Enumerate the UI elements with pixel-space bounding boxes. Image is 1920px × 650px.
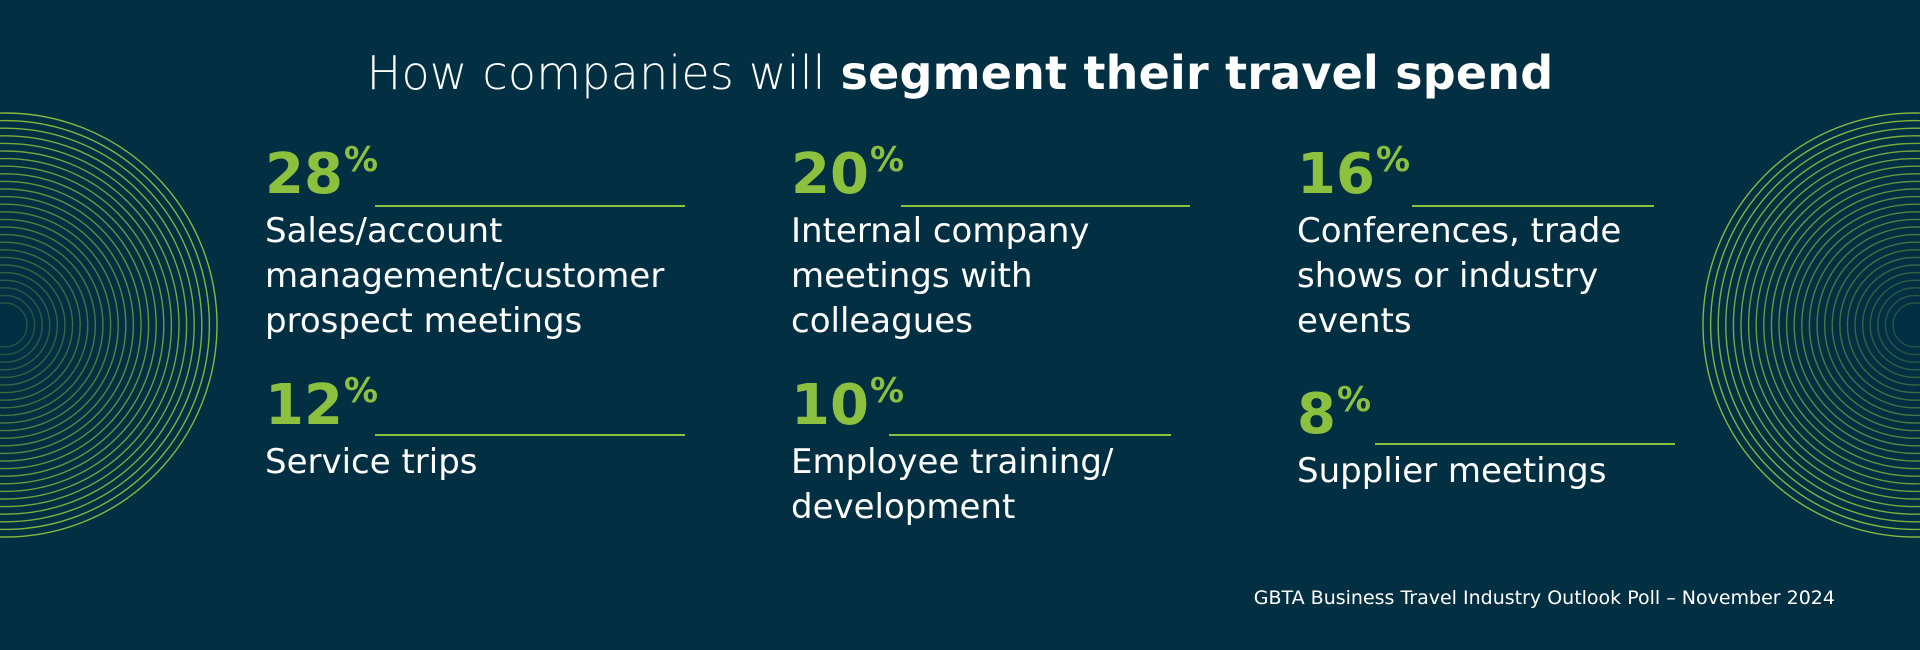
arc-ring (0, 165, 165, 485)
right-arc-decoration (1702, 112, 1920, 538)
title-bold-text: segment their travel spend (840, 46, 1554, 100)
arc-ring (1808, 218, 1920, 432)
arc-ring (1755, 165, 1920, 485)
arc-ring (0, 302, 28, 348)
stat-underline (901, 205, 1190, 207)
stat-item: 8% Supplier meetings (1297, 380, 1675, 494)
stat-value: 20% (791, 140, 905, 207)
stat-label: Sales/account management/customer prospe… (265, 211, 665, 341)
arc-ring (0, 180, 150, 470)
stat-item: 28% Sales/account management/customer pr… (265, 140, 685, 344)
arc-ring (0, 233, 97, 417)
arc-ring (1892, 302, 1920, 348)
stat-underline (375, 205, 685, 207)
stat-underline (375, 434, 685, 436)
stat-underline (1375, 443, 1675, 445)
arc-ring (1702, 112, 1920, 538)
arc-ring (1717, 127, 1920, 523)
arc-ring (0, 256, 74, 394)
arc-ring (0, 271, 59, 379)
arc-ring (0, 173, 157, 477)
arc-ring (0, 294, 36, 356)
stat-value: 16% (1297, 140, 1411, 207)
arc-ring (1884, 294, 1920, 356)
arc-ring (0, 188, 142, 462)
arc-ring (0, 135, 195, 515)
arc-ring (0, 279, 51, 371)
left-arc-decoration (0, 112, 218, 538)
arc-ring (0, 287, 43, 363)
arc-ring (0, 226, 104, 424)
arc-ring (0, 119, 211, 531)
arc-ring (1747, 157, 1920, 493)
stat-value: 28% (265, 140, 379, 207)
arc-ring (1709, 119, 1920, 531)
arc-ring (1846, 256, 1920, 394)
arc-ring (1877, 287, 1920, 363)
arc-ring (1778, 188, 1920, 462)
arc-ring (0, 218, 112, 432)
arc-ring (1763, 173, 1920, 477)
stat-label: Service trips (265, 442, 478, 482)
arc-ring (1831, 241, 1920, 409)
stat-underline (1412, 205, 1654, 207)
stat-value: 12% (265, 371, 379, 438)
stat-value: 8% (1297, 380, 1372, 447)
source-note: GBTA Business Travel Industry Outlook Po… (1253, 587, 1835, 609)
stat-label: Internal company meetings with colleague… (791, 211, 1090, 341)
stat-item: 10% Employee training/ development (791, 371, 1171, 530)
title-light-text: How companies will (366, 46, 841, 100)
page-title: How companies will segment their travel … (0, 46, 1920, 100)
stat-label: Conferences, trade shows or industry eve… (1297, 211, 1622, 341)
arc-ring (0, 203, 127, 447)
arc-ring (1861, 271, 1920, 379)
arc-ring (1869, 279, 1920, 371)
arc-ring (1770, 180, 1920, 470)
stat-item: 16% Conferences, trade shows or industry… (1297, 140, 1654, 344)
arc-ring (1801, 211, 1920, 439)
arc-ring (1823, 233, 1920, 417)
arc-ring (0, 211, 119, 439)
arc-ring (0, 157, 173, 493)
arc-ring (1740, 150, 1920, 500)
stat-item: 20% Internal company meetings with colle… (791, 140, 1190, 344)
stat-item: 12% Service trips (265, 371, 685, 485)
stat-label: Employee training/ development (791, 442, 1114, 527)
arc-ring (1839, 249, 1920, 401)
stat-value: 10% (791, 371, 905, 438)
arc-ring (1732, 142, 1920, 508)
arc-ring (0, 264, 66, 386)
arc-ring (0, 249, 81, 401)
stat-label: Supplier meetings (1297, 451, 1607, 491)
arc-ring (1793, 203, 1920, 447)
arc-ring (1785, 195, 1920, 455)
stat-underline (889, 434, 1171, 436)
arc-ring (0, 195, 135, 455)
arc-ring (1854, 264, 1920, 386)
arc-ring (0, 142, 188, 508)
arc-ring (0, 241, 89, 409)
arc-ring (0, 127, 203, 523)
arc-ring (1725, 135, 1920, 515)
arc-ring (1816, 226, 1920, 424)
arc-ring (0, 150, 180, 500)
arc-ring (0, 112, 218, 538)
